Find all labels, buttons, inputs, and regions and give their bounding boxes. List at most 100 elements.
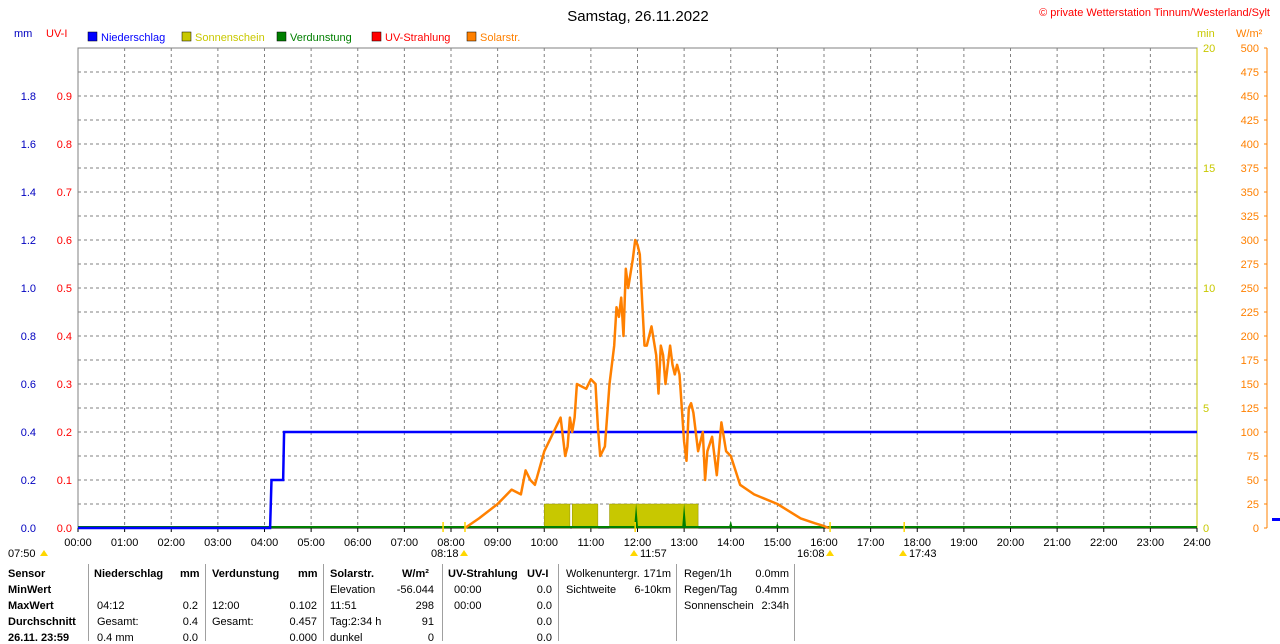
x-tick-label: 15:00 <box>764 537 792 549</box>
y-mm-tick-label: 1.0 <box>21 283 36 295</box>
table-cell-s-label: Tag:2:34 h <box>330 616 382 628</box>
table-cell-s-label: Elevation <box>330 584 376 596</box>
y-mm-tick-label: 0.4 <box>21 427 36 439</box>
sun-icon <box>40 550 48 556</box>
table-cell-n-val: 0.4 <box>182 616 198 628</box>
extra-value: 0.4mm <box>755 584 789 596</box>
y-wm2-tick-label: 250 <box>1241 283 1259 295</box>
y-wm2-tick-label: 150 <box>1241 379 1259 391</box>
summary-table: Sensor Niederschlag mm Verdunstung mm So… <box>0 564 1280 644</box>
y-wm2-tick-label: 500 <box>1241 43 1259 55</box>
data-lines <box>78 238 1197 530</box>
legend-swatch <box>466 31 477 42</box>
table-cell-v-val: 0.102 <box>289 600 317 612</box>
axes: 00:00 01:00 02:00 03:00 04:00 05:00 06:00 07:00… <box>21 43 1280 549</box>
table-cell-n-time: 0.4 mm <box>97 632 134 644</box>
table-cell-s-val: 298 <box>415 600 434 612</box>
y-mm-tick-label: 0.6 <box>21 379 36 391</box>
y-mm-tick-label: 1.4 <box>21 187 36 199</box>
x-tick-label: 11:00 <box>578 537 605 549</box>
y-wm2-tick-label: 425 <box>1241 115 1259 127</box>
y-wm2-tick-label: 125 <box>1241 403 1259 415</box>
x-tick-label: 21:00 <box>1043 537 1071 549</box>
table-cell-u-val: 0.0 <box>536 616 552 628</box>
table-divider <box>88 564 89 641</box>
legend-label: Sonnenschein <box>195 32 265 44</box>
legend-label: Solarstr. <box>480 32 520 44</box>
evaporation-spike <box>634 503 639 528</box>
table-cell-s-label: 11:51 <box>330 600 357 612</box>
table-divider <box>205 564 206 641</box>
evaporation-spike <box>775 523 780 528</box>
y-uv-tick-label: 0.1 <box>57 475 72 487</box>
header-solar: Solarstr. <box>330 568 375 580</box>
x-tick-label: 14:00 <box>717 537 745 549</box>
header-verdunstung-unit: mm <box>298 568 318 580</box>
sun-event-label: 11:57 <box>640 548 667 560</box>
table-divider <box>676 564 677 641</box>
sun-event-label: 16:08 <box>797 548 825 560</box>
y-wm2-tick-label: 50 <box>1247 475 1259 487</box>
precipitation-line <box>78 430 1197 530</box>
legend-label: UV-Strahlung <box>385 32 450 44</box>
copyright-text: © private Wetterstation Tinnum/Westerlan… <box>1039 7 1270 19</box>
y-wm2-tick-label: 225 <box>1241 307 1259 319</box>
unit-uvi: UV-I <box>46 28 67 40</box>
table-cell-label: Durchschnitt <box>8 616 76 628</box>
sun-event-label: 08:18 <box>431 548 459 560</box>
y-min-tick-label: 0 <box>1203 523 1209 535</box>
evaporation-spike <box>915 525 920 528</box>
sun-icon <box>899 550 907 556</box>
evaporation-spike <box>728 520 733 528</box>
unit-min: min <box>1197 28 1215 40</box>
table-cell-n-val: 0.0 <box>182 632 198 644</box>
y-mm-tick-label: 1.8 <box>21 91 36 103</box>
sunshine-bar <box>544 503 571 529</box>
y-mm-tick-label: 1.6 <box>21 139 36 151</box>
table-cell-u-val: 0.0 <box>536 632 552 644</box>
table-cell-v-val: 0.000 <box>289 632 317 644</box>
x-tick-label: 01:00 <box>111 537 139 549</box>
x-tick-label: 00:00 <box>64 537 92 549</box>
table-cell-label: MaxWert <box>8 600 54 612</box>
y-wm2-tick-label: 400 <box>1241 139 1259 151</box>
header-niederschlag-unit: mm <box>180 568 200 580</box>
x-tick-label: 07:00 <box>391 537 419 549</box>
table-cell-u-time: 00:00 <box>454 584 482 596</box>
weather-chart: Samstag, 26.11.2022 © private Wetterstat… <box>8 7 1280 560</box>
evaporation-spike <box>588 526 593 528</box>
x-tick-label: 12:00 <box>624 537 652 549</box>
extra-label: Regen/1h <box>684 568 732 580</box>
table-cell-u-time: 00:00 <box>454 600 482 612</box>
x-tick-label: 10:00 <box>530 537 558 549</box>
y-wm2-tick-label: 175 <box>1241 355 1259 367</box>
extra-label: Sonnenschein <box>684 600 754 612</box>
x-tick-label: 18:00 <box>903 537 931 549</box>
x-tick-label: 13:00 <box>670 537 698 549</box>
table-cell-n-time: 04:12 <box>97 600 125 612</box>
header-verdunstung: Verdunstung <box>212 568 280 580</box>
x-tick-label: 17:00 <box>857 537 885 549</box>
y-uv-tick-label: 0.2 <box>57 427 72 439</box>
legend: Niederschlag Sonnenschein Verdunstung UV-St… <box>87 31 520 44</box>
header-sensor: Sensor <box>8 568 46 580</box>
x-tick-label: 24:00 <box>1183 537 1211 549</box>
y-mm-tick-label: 0.0 <box>21 523 36 535</box>
table-cell-v-time: Gesamt: <box>212 616 254 628</box>
y-uv-tick-label: 0.8 <box>57 139 72 151</box>
y-wm2-tick-label: 75 <box>1247 451 1259 463</box>
y-min-tick-label: 5 <box>1203 403 1209 415</box>
y-uv-tick-label: 0.6 <box>57 235 72 247</box>
sunshine-bars <box>544 503 699 529</box>
y-wm2-tick-label: 475 <box>1241 67 1259 79</box>
table-divider <box>558 564 559 641</box>
y-wm2-tick-label: 100 <box>1241 427 1259 439</box>
extra-value: 171m <box>643 568 671 580</box>
table-cell-label: MinWert <box>8 584 52 596</box>
y-wm2-tick-label: 25 <box>1247 499 1259 511</box>
table-divider <box>442 564 443 641</box>
x-tick-label: 20:00 <box>997 537 1025 549</box>
y-min-tick-label: 15 <box>1203 163 1215 175</box>
evaporation-spike <box>961 525 966 528</box>
x-tick-label: 09:00 <box>484 537 512 549</box>
